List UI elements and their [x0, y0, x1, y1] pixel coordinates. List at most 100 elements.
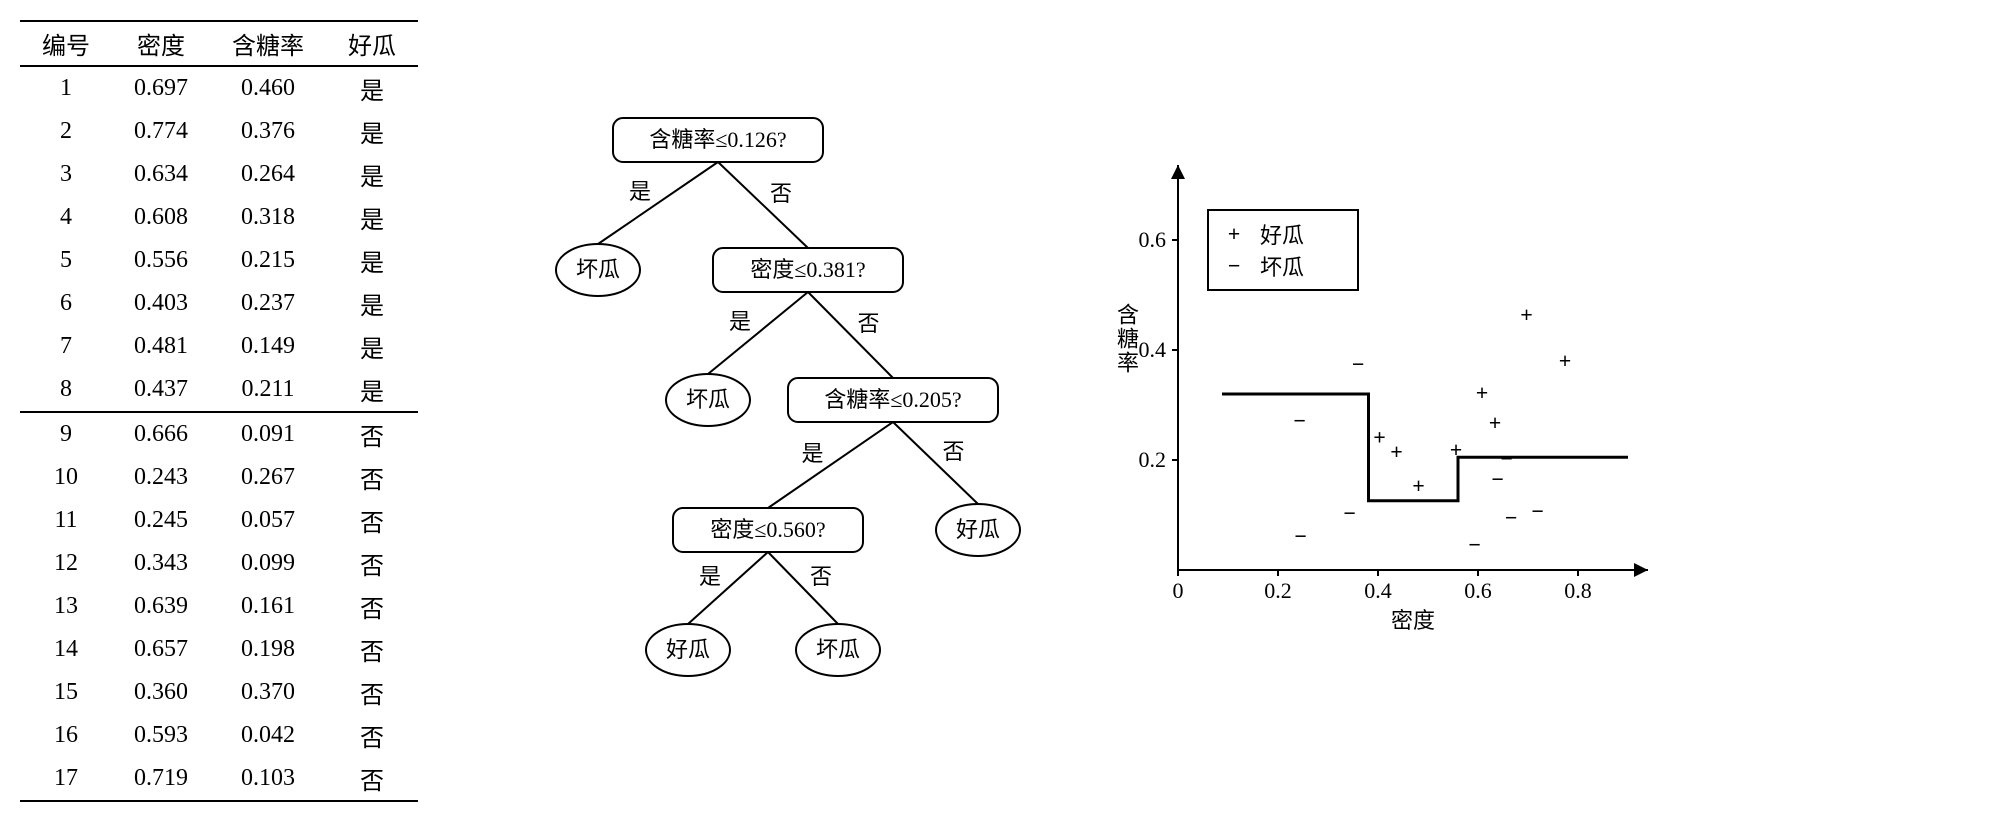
table-cell: 0.161 [210, 585, 326, 628]
table-cell: 0.103 [210, 757, 326, 801]
table-cell: 0.370 [210, 671, 326, 714]
table-cell: 否 [326, 628, 418, 671]
table-cell: 否 [326, 456, 418, 499]
point-negative: − [1468, 532, 1481, 557]
table-cell: 0.198 [210, 628, 326, 671]
decision-tree: 是否是否是否是否含糖率≤0.126?坏瓜密度≤0.381?坏瓜含糖率≤0.205… [478, 100, 1038, 685]
table-cell: 0.099 [210, 542, 326, 585]
y-tick-label: 0.6 [1139, 227, 1167, 252]
table-row: 150.3600.370否 [20, 671, 418, 714]
x-tick-label: 0.8 [1564, 578, 1592, 603]
legend-marker: − [1228, 253, 1241, 278]
table-row: 50.5560.215是 [20, 239, 418, 282]
table-cell: 是 [326, 66, 418, 110]
table-cell: 3 [20, 153, 112, 196]
edge-label: 否 [857, 311, 879, 336]
table-cell: 0.243 [112, 456, 210, 499]
decision-boundary [1222, 394, 1628, 501]
point-negative: − [1352, 352, 1365, 377]
node-label: 坏瓜 [686, 387, 730, 412]
table-cell: 0.403 [112, 282, 210, 325]
table-cell: 4 [20, 196, 112, 239]
point-positive: + [1489, 410, 1502, 435]
node-label: 好瓜 [666, 637, 710, 662]
table-row: 20.7740.376是 [20, 110, 418, 153]
table-cell: 否 [326, 542, 418, 585]
tree-edge [893, 422, 978, 504]
legend-label: 坏瓜 [1260, 255, 1304, 280]
point-positive: + [1476, 380, 1489, 405]
table-cell: 11 [20, 499, 112, 542]
table-row: 60.4030.237是 [20, 282, 418, 325]
col-header: 编号 [20, 21, 112, 66]
point-negative: − [1294, 524, 1307, 549]
table-row: 120.3430.099否 [20, 542, 418, 585]
table-row: 110.2450.057否 [20, 499, 418, 542]
table-row: 10.6970.460是 [20, 66, 418, 110]
table-cell: 0.608 [112, 196, 210, 239]
point-positive: + [1559, 348, 1572, 373]
table-row: 40.6080.318是 [20, 196, 418, 239]
y-axis-label: 含 [1117, 303, 1139, 328]
table-cell: 0.774 [112, 110, 210, 153]
table-cell: 0.666 [112, 412, 210, 456]
edge-label: 否 [770, 181, 792, 206]
point-negative: − [1343, 501, 1356, 526]
table-cell: 0.215 [210, 239, 326, 282]
table-cell: 0.091 [210, 412, 326, 456]
edge-label: 是 [699, 564, 721, 589]
table-cell: 是 [326, 282, 418, 325]
col-header: 好瓜 [326, 21, 418, 66]
edge-label: 是 [629, 179, 651, 204]
table-cell: 0.057 [210, 499, 326, 542]
table-cell: 12 [20, 542, 112, 585]
x-tick-label: 0.4 [1364, 578, 1392, 603]
table-cell: 0.318 [210, 196, 326, 239]
table-cell: 否 [326, 412, 418, 456]
point-negative: − [1505, 505, 1518, 530]
point-positive: + [1450, 437, 1463, 462]
table-cell: 是 [326, 239, 418, 282]
node-label: 密度≤0.381? [750, 257, 865, 282]
table-cell: 0.697 [112, 66, 210, 110]
node-label: 含糖率≤0.126? [649, 127, 786, 152]
point-positive: + [1412, 473, 1425, 498]
legend-label: 好瓜 [1260, 223, 1304, 248]
edge-label: 否 [942, 439, 964, 464]
x-tick-label: 0.6 [1464, 578, 1492, 603]
table-cell: 否 [326, 757, 418, 801]
table-cell: 0.481 [112, 325, 210, 368]
legend-marker: + [1228, 221, 1241, 246]
table-cell: 0.267 [210, 456, 326, 499]
table-row: 90.6660.091否 [20, 412, 418, 456]
y-axis-arrow [1171, 165, 1185, 179]
table-cell: 0.360 [112, 671, 210, 714]
edge-label: 否 [810, 564, 832, 589]
x-tick-label: 0.2 [1264, 578, 1292, 603]
table-cell: 0.639 [112, 585, 210, 628]
x-axis-label: 密度 [1391, 608, 1435, 633]
edge-label: 是 [801, 441, 823, 466]
table-cell: 是 [326, 325, 418, 368]
table-cell: 0.657 [112, 628, 210, 671]
table-cell: 6 [20, 282, 112, 325]
table-cell: 0.719 [112, 757, 210, 801]
table-cell: 8 [20, 368, 112, 412]
table-cell: 15 [20, 671, 112, 714]
node-label: 好瓜 [956, 517, 1000, 542]
table-cell: 0.042 [210, 714, 326, 757]
table-cell: 否 [326, 714, 418, 757]
table-cell: 0.343 [112, 542, 210, 585]
table-cell: 否 [326, 499, 418, 542]
table-row: 30.6340.264是 [20, 153, 418, 196]
table-cell: 0.245 [112, 499, 210, 542]
scatter-plot: 00.20.40.60.80.20.40.6密度含糖率++++++++−−−−−… [1098, 140, 1658, 645]
table-cell: 0.237 [210, 282, 326, 325]
table-cell: 是 [326, 368, 418, 412]
x-axis-arrow [1634, 563, 1648, 577]
table-cell: 9 [20, 412, 112, 456]
table-cell: 16 [20, 714, 112, 757]
point-positive: + [1373, 425, 1386, 450]
point-negative: − [1531, 498, 1544, 523]
table-cell: 14 [20, 628, 112, 671]
